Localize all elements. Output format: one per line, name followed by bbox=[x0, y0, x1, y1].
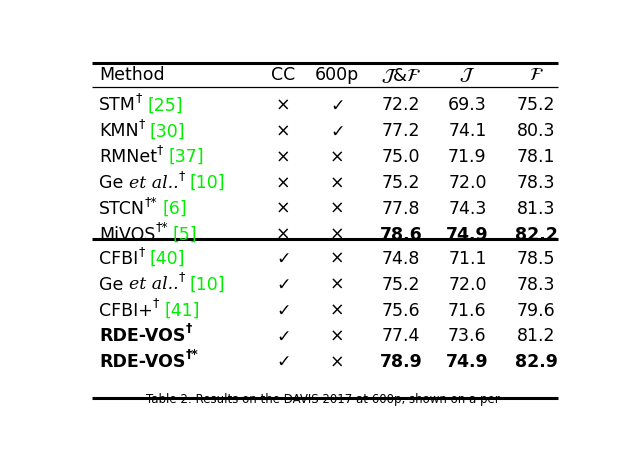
Text: ✓: ✓ bbox=[276, 353, 290, 370]
Text: ×: × bbox=[276, 122, 290, 140]
Text: 79.6: 79.6 bbox=[517, 301, 555, 319]
Text: [10]: [10] bbox=[190, 174, 225, 192]
Text: Ge: Ge bbox=[99, 275, 129, 293]
Text: ×: × bbox=[276, 148, 290, 166]
Text: 72.0: 72.0 bbox=[448, 174, 487, 192]
Text: STCN: STCN bbox=[99, 200, 145, 218]
Text: 74.9: 74.9 bbox=[446, 225, 489, 243]
Text: 72.2: 72.2 bbox=[382, 96, 420, 114]
Text: $\mathcal{J}$&$\mathcal{F}$: $\mathcal{J}$&$\mathcal{F}$ bbox=[381, 66, 421, 85]
Text: [25]: [25] bbox=[147, 96, 183, 114]
Text: 81.2: 81.2 bbox=[517, 327, 555, 345]
Text: 75.0: 75.0 bbox=[382, 148, 420, 166]
Text: ×: × bbox=[330, 148, 344, 166]
Text: 75.2: 75.2 bbox=[382, 275, 420, 293]
Text: 71.6: 71.6 bbox=[448, 301, 487, 319]
Text: †: † bbox=[157, 143, 164, 156]
Text: †: † bbox=[153, 296, 159, 308]
Text: ×: × bbox=[276, 200, 290, 218]
Text: et al..: et al.. bbox=[129, 174, 178, 191]
Text: ✓: ✓ bbox=[276, 275, 290, 293]
Text: 78.1: 78.1 bbox=[517, 148, 555, 166]
Text: 74.8: 74.8 bbox=[382, 249, 420, 267]
Text: 80.3: 80.3 bbox=[517, 122, 555, 140]
Text: RDE-VOS: RDE-VOS bbox=[99, 327, 185, 345]
Text: 69.3: 69.3 bbox=[448, 96, 487, 114]
Text: †*: †* bbox=[155, 220, 168, 233]
Text: †: † bbox=[136, 91, 142, 104]
Text: ✓: ✓ bbox=[276, 249, 290, 267]
Text: †: † bbox=[138, 117, 145, 130]
Text: CC: CC bbox=[271, 66, 295, 84]
Text: ×: × bbox=[330, 174, 344, 192]
Text: et al..: et al.. bbox=[129, 275, 178, 292]
Text: RDE-VOS: RDE-VOS bbox=[99, 353, 185, 370]
Text: ✓: ✓ bbox=[330, 96, 344, 114]
Text: †*: †* bbox=[185, 347, 198, 360]
Text: $\mathcal{F}$: $\mathcal{F}$ bbox=[529, 66, 543, 84]
Text: [6]: [6] bbox=[162, 200, 187, 218]
Text: ×: × bbox=[330, 225, 344, 243]
Text: [37]: [37] bbox=[168, 148, 204, 166]
Text: †: † bbox=[178, 168, 184, 181]
Text: [41]: [41] bbox=[164, 301, 200, 319]
Text: ×: × bbox=[276, 174, 290, 192]
Text: 71.1: 71.1 bbox=[448, 249, 487, 267]
Text: †: † bbox=[138, 244, 145, 257]
Text: 75.2: 75.2 bbox=[517, 96, 555, 114]
Text: 77.4: 77.4 bbox=[382, 327, 420, 345]
Text: 78.6: 78.6 bbox=[380, 225, 422, 243]
Text: 75.6: 75.6 bbox=[382, 301, 420, 319]
Text: 78.3: 78.3 bbox=[517, 174, 555, 192]
Text: 74.3: 74.3 bbox=[448, 200, 487, 218]
Text: [30]: [30] bbox=[150, 122, 185, 140]
Text: Method: Method bbox=[99, 66, 165, 84]
Text: STM: STM bbox=[99, 96, 136, 114]
Text: †: † bbox=[178, 270, 184, 283]
Text: ×: × bbox=[330, 249, 344, 267]
Text: 77.2: 77.2 bbox=[382, 122, 420, 140]
Text: ×: × bbox=[330, 301, 344, 319]
Text: [10]: [10] bbox=[190, 275, 225, 293]
Text: 71.9: 71.9 bbox=[448, 148, 487, 166]
Text: 73.6: 73.6 bbox=[448, 327, 487, 345]
Text: 82.9: 82.9 bbox=[515, 353, 558, 370]
Text: 82.2: 82.2 bbox=[515, 225, 558, 243]
Text: CFBI+: CFBI+ bbox=[99, 301, 153, 319]
Text: 600p: 600p bbox=[315, 66, 359, 84]
Text: [40]: [40] bbox=[150, 249, 185, 267]
Text: 75.2: 75.2 bbox=[382, 174, 420, 192]
Text: Table 2: Results on the DAVIS 2017 at 600p, shown on a per-: Table 2: Results on the DAVIS 2017 at 60… bbox=[146, 392, 503, 405]
Text: RMNet: RMNet bbox=[99, 148, 157, 166]
Text: †: † bbox=[185, 321, 191, 335]
Text: 78.5: 78.5 bbox=[517, 249, 555, 267]
Text: $\mathcal{J}$: $\mathcal{J}$ bbox=[460, 66, 476, 84]
Text: ×: × bbox=[330, 200, 344, 218]
Text: ×: × bbox=[276, 96, 290, 114]
Text: CFBI: CFBI bbox=[99, 249, 138, 267]
Text: KMN: KMN bbox=[99, 122, 138, 140]
Text: 81.3: 81.3 bbox=[517, 200, 555, 218]
Text: ×: × bbox=[330, 275, 344, 293]
Text: [5]: [5] bbox=[173, 225, 197, 243]
Text: †*: †* bbox=[145, 194, 157, 207]
Text: Ge: Ge bbox=[99, 174, 129, 192]
Text: ✓: ✓ bbox=[276, 327, 290, 345]
Text: 78.3: 78.3 bbox=[517, 275, 555, 293]
Text: ×: × bbox=[330, 353, 344, 370]
Text: ×: × bbox=[276, 225, 290, 243]
Text: 74.9: 74.9 bbox=[446, 353, 489, 370]
Text: 78.9: 78.9 bbox=[380, 353, 422, 370]
Text: 74.1: 74.1 bbox=[448, 122, 487, 140]
Text: ×: × bbox=[330, 327, 344, 345]
Text: 77.8: 77.8 bbox=[382, 200, 420, 218]
Text: ✓: ✓ bbox=[330, 122, 344, 140]
Text: 72.0: 72.0 bbox=[448, 275, 487, 293]
Text: MiVOS: MiVOS bbox=[99, 225, 155, 243]
Text: ✓: ✓ bbox=[276, 301, 290, 319]
